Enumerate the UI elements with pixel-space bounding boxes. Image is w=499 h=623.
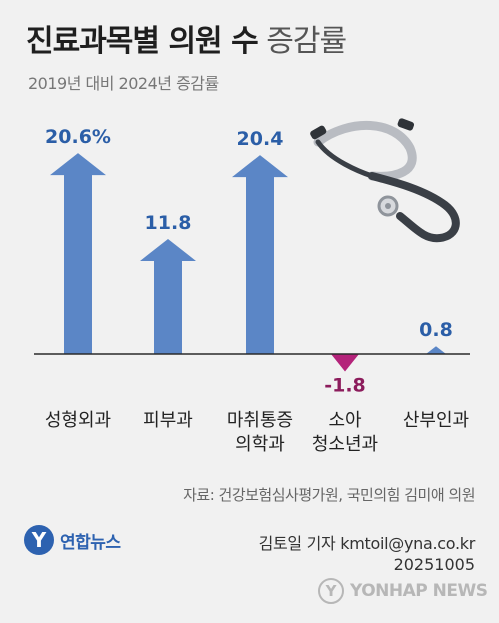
title-main: 진료과목별 의원 수	[26, 24, 259, 59]
value-label-2: 20.4	[237, 128, 284, 150]
bar-0	[50, 153, 106, 354]
chart-title: 진료과목별 의원 수 증감률	[26, 16, 347, 60]
publish-date: 20251005	[393, 555, 475, 574]
category-label-1-0: 피부과	[143, 410, 193, 431]
author-credit: 김토일 기자 kmtoil@yna.co.kr	[258, 534, 476, 553]
value-label-0: 20.6%	[45, 126, 111, 148]
value-label-4: 0.8	[419, 319, 453, 341]
category-label-4-0: 산부인과	[403, 410, 469, 431]
stethoscope-icon	[310, 118, 460, 243]
bar-1	[140, 238, 196, 354]
value-label-1: 11.8	[145, 212, 192, 234]
value-label-3: -1.8	[324, 375, 366, 397]
title-suffix: 증감률	[266, 24, 347, 59]
category-label-3-1: 청소년과	[312, 434, 378, 455]
logo-text: 연합뉴스	[60, 532, 121, 553]
watermark: Y YONHAP NEWS	[318, 578, 488, 604]
category-label-2-0: 마취통증	[227, 410, 293, 431]
category-label-0-0: 성형외과	[45, 410, 111, 431]
watermark-text: YONHAP NEWS	[350, 581, 488, 601]
watermark-icon: Y	[318, 578, 344, 604]
bar-4	[426, 346, 446, 354]
bar-3	[331, 354, 359, 372]
bar-2	[232, 155, 288, 354]
yonhap-logo-icon: Y	[24, 525, 54, 555]
yonhap-logo: Y 연합뉴스	[24, 525, 121, 555]
chart-subtitle: 2019년 대비 2024년 증감률	[28, 74, 219, 93]
source-note: 자료: 건강보험심사평가원, 국민의힘 김미애 의원	[183, 486, 475, 504]
category-label-2-1: 의학과	[235, 434, 285, 455]
category-label-3-0: 소아	[328, 410, 362, 431]
